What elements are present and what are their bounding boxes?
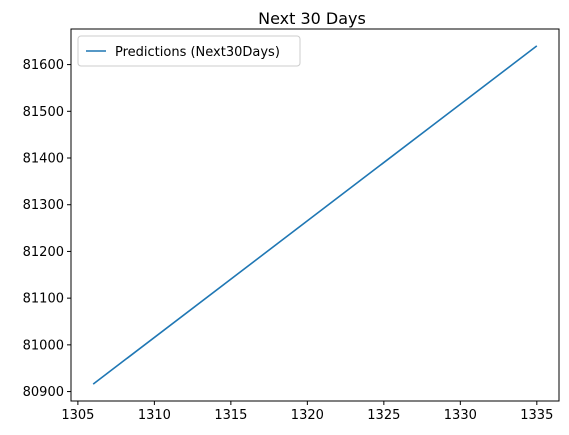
legend-box [77,35,301,67]
y-axis: 80900 81000 81100 81200 81300 81400 81500 81600 [23,58,71,400]
plot-series [92,45,538,385]
x-tick-label: 1310 [138,408,171,423]
y-tick-label: 81200 [23,245,64,260]
x-tick-label: 1315 [214,408,247,423]
y-tick-label: 81500 [23,105,64,120]
x-tick-label: 1325 [367,408,400,423]
y-tick-label: 81100 [23,292,64,307]
x-tick-label: 1330 [444,408,477,423]
y-tick-label: 80900 [23,385,64,400]
y-tick-label: 81600 [23,58,64,73]
chart-title: Next 30 Days [258,9,366,28]
x-tick-label: 1320 [291,408,324,423]
series-line-0 [92,45,538,385]
plot-frame [70,28,560,402]
legend-label: Predictions (Next30Days) [115,45,280,60]
legend: Predictions (Next30Days) [77,35,301,67]
y-tick-label: 81000 [23,338,64,353]
x-tick-label: 1335 [520,408,553,423]
y-tick-label: 81400 [23,152,64,167]
x-tick-label: 1305 [61,408,94,423]
y-tick-label: 81300 [23,198,64,213]
x-axis: 1305 1310 1315 1320 1325 1330 1335 [61,401,553,423]
